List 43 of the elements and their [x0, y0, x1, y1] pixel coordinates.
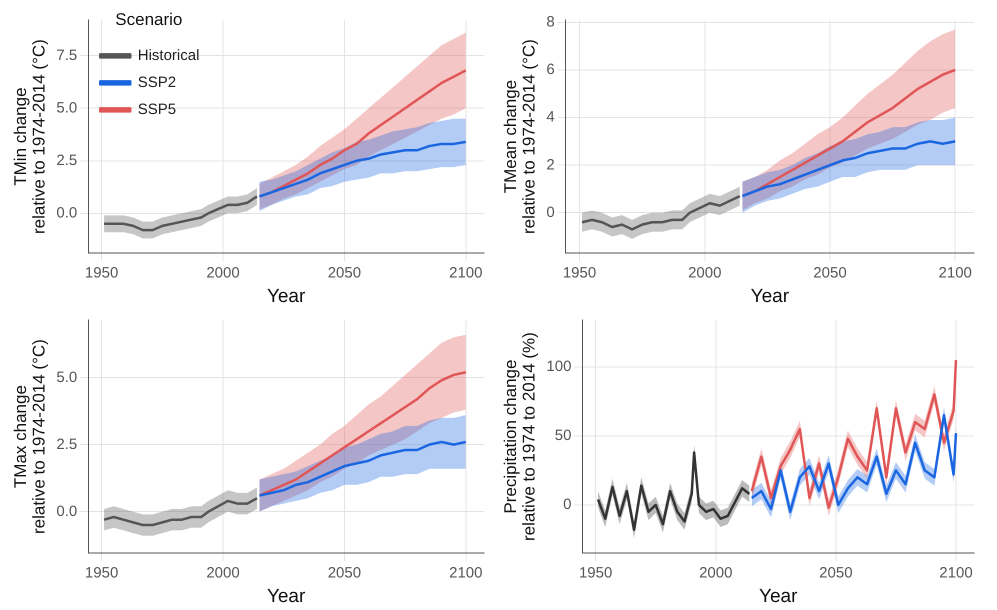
x-tick-label: 1950 — [578, 564, 612, 582]
x-tick-label: 2100 — [939, 564, 973, 582]
y-tick-label: 6 — [546, 61, 555, 78]
x-tick-label: 2100 — [449, 564, 482, 582]
x-tick-label: 2050 — [813, 264, 847, 282]
legend-title: Scenario — [115, 10, 182, 30]
y-axis-title: TMax change relative to 1974-2014 (°C) — [11, 339, 49, 534]
legend-label: Historical — [138, 47, 200, 64]
y-tick-label: 5.0 — [56, 368, 78, 386]
x-tick-label: 2000 — [206, 264, 240, 282]
y-tick-label: 4 — [546, 108, 555, 126]
legend-label: SSP2 — [138, 74, 176, 92]
y-tick-label: 100 — [546, 358, 572, 376]
x-tick-label: 2100 — [938, 264, 972, 282]
x-tick-label: 2050 — [328, 564, 362, 582]
x-tick-label: 1950 — [562, 264, 596, 282]
x-axis-title: Year — [750, 286, 790, 307]
y-tick-label: 8 — [546, 14, 555, 31]
x-tick-label: 2000 — [688, 264, 722, 282]
x-tick-label: 2000 — [206, 564, 240, 582]
y-tick-label: 2.5 — [56, 436, 78, 453]
y-tick-label: 0 — [546, 204, 555, 221]
y-tick-label: 7.5 — [56, 46, 78, 64]
y-axis-title: Precipitation change relative to 1974 to 2014 (%) — [501, 332, 539, 542]
x-axis-title: Year — [266, 286, 306, 307]
legend-label: SSP5 — [138, 101, 176, 118]
x-axis-title: Year — [759, 586, 798, 607]
y-tick-label: 5.0 — [56, 99, 78, 116]
x-tick-label: 2050 — [328, 264, 362, 282]
y-tick-label: 0.0 — [56, 502, 78, 520]
x-tick-label: 2050 — [819, 564, 853, 582]
x-axis-title: Year — [266, 586, 306, 607]
y-tick-label: 0 — [563, 496, 572, 514]
y-axis-title: TMin change relative to 1974-2014 (°C) — [11, 39, 49, 234]
x-tick-label: 2000 — [699, 564, 732, 582]
y-tick-label: 2 — [546, 156, 555, 174]
y-tick-label: 0.0 — [56, 204, 78, 222]
x-tick-label: 1950 — [84, 264, 118, 282]
x-tick-label: 2100 — [449, 264, 482, 282]
y-tick-label: 2.5 — [56, 152, 78, 169]
y-tick-label: 50 — [554, 427, 572, 444]
y-axis-title: TMean change relative to 1974-2014 (°C) — [501, 39, 539, 234]
x-tick-label: 1950 — [84, 564, 118, 582]
